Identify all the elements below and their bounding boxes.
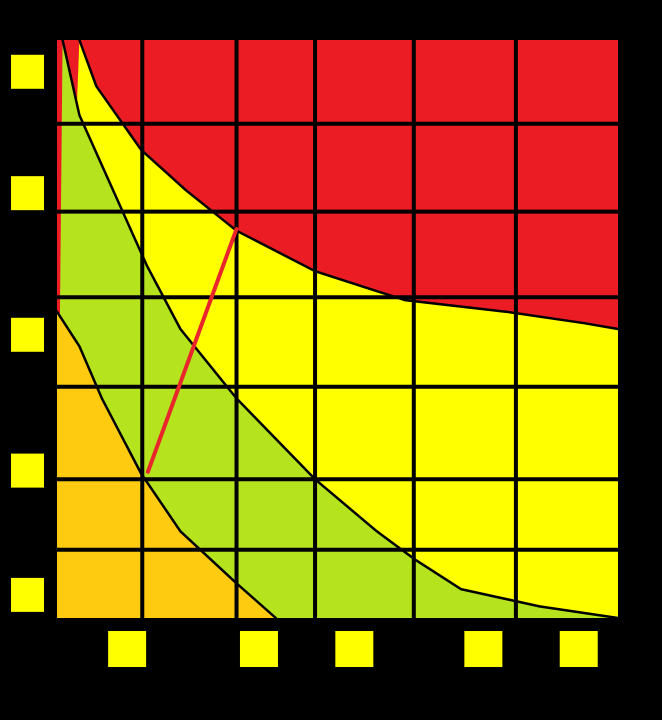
red-line — [145, 227, 239, 474]
zones-layer — [57, 40, 618, 618]
yellow-red-boundary — [78, 38, 620, 331]
y-tick-marker-2 — [11, 453, 44, 488]
green-yellow-boundary — [61, 38, 620, 620]
x-tick-marker-2 — [239, 631, 278, 667]
green-zone — [57, 40, 618, 618]
curves-layer — [55, 38, 620, 620]
y-tick-marker-5 — [11, 54, 44, 89]
ticks-layer — [11, 54, 598, 667]
y-tick-marker-4 — [11, 176, 44, 211]
x-tick-marker-5 — [559, 631, 598, 667]
x-tick-marker-1 — [108, 631, 147, 667]
x-tick-marker-4 — [464, 631, 503, 667]
orange-green-boundary — [55, 310, 278, 620]
grid-layer — [57, 40, 618, 618]
y-tick-marker-1 — [11, 577, 44, 612]
orange-zone — [57, 311, 276, 618]
y-tick-marker-3 — [11, 317, 44, 352]
x-tick-marker-3 — [335, 631, 374, 667]
